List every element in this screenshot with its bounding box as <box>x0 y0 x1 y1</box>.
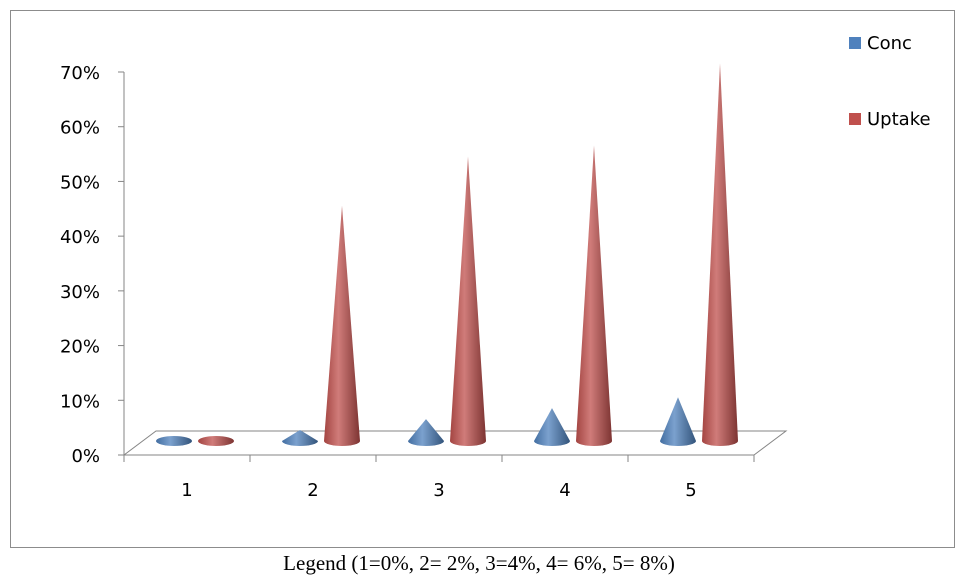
cone-body <box>282 430 318 446</box>
y-tick-label: 50% <box>60 172 100 193</box>
axes: 0% 10% 20% 30% 40% 50% 60% 70% 1 2 3 4 5 <box>60 63 755 501</box>
y-tick-label: 60% <box>60 118 100 139</box>
cone-body <box>660 397 696 446</box>
cone-conc-2 <box>282 430 318 446</box>
legend-swatch <box>849 113 861 125</box>
cone-conc-3 <box>408 419 444 446</box>
legend-item-conc: Conc <box>849 33 912 54</box>
y-tick-label: 0% <box>71 446 100 467</box>
cone-body <box>534 408 570 446</box>
cone-body <box>324 205 360 446</box>
cone-conc-5 <box>660 397 696 446</box>
cone-body <box>702 63 738 446</box>
y-tick-label: 30% <box>60 282 100 303</box>
cone-body <box>450 156 486 446</box>
cone-body <box>576 145 612 447</box>
cone-base-disc <box>198 436 234 446</box>
x-tick-label: 5 <box>685 480 696 501</box>
cone-body <box>408 419 444 446</box>
legend-swatch <box>849 37 861 49</box>
legend-label: Uptake <box>867 109 931 130</box>
chart-caption: Legend (1=0%, 2= 2%, 3=4%, 4= 6%, 5= 8%) <box>283 551 675 575</box>
legend-label: Conc <box>867 33 912 54</box>
cone-uptake-5 <box>702 63 738 446</box>
chart-frame <box>10 10 955 548</box>
cone-uptake-3 <box>450 156 486 446</box>
x-tick-label: 2 <box>307 480 318 501</box>
y-tick-label: 20% <box>60 337 100 358</box>
cone-uptake-1 <box>198 436 234 446</box>
x-tick-label: 4 <box>559 480 570 501</box>
cone-uptake-2 <box>324 205 360 446</box>
legend: Conc Uptake <box>849 33 931 130</box>
cone-base-disc <box>156 436 192 446</box>
cone-conc-1 <box>156 436 192 446</box>
data-marks <box>156 63 738 447</box>
x-tick-label: 1 <box>181 480 192 501</box>
legend-item-uptake: Uptake <box>849 109 931 130</box>
y-tick-label: 40% <box>60 227 100 248</box>
y-tick-label: 10% <box>60 391 100 412</box>
cone-conc-4 <box>534 408 570 446</box>
x-tick-label: 3 <box>433 480 444 501</box>
y-tick-label: 70% <box>60 63 100 84</box>
cone-uptake-4 <box>576 145 612 447</box>
